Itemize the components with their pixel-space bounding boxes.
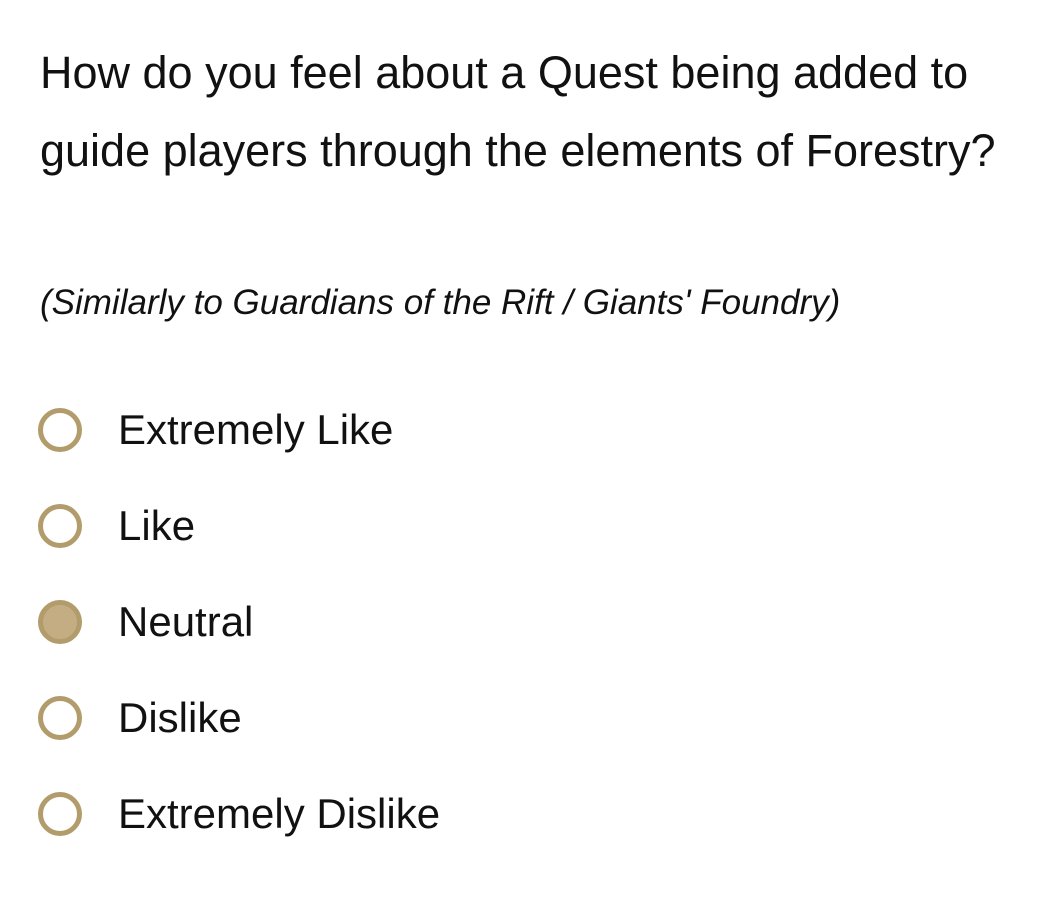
option-label: Neutral (118, 598, 254, 645)
option-like[interactable]: Like (38, 478, 440, 574)
question-text: How do you feel about a Quest being adde… (40, 47, 996, 176)
option-label: Extremely Dislike (118, 790, 441, 837)
option-dislike[interactable]: Dislike (38, 670, 440, 766)
option-extremely-like[interactable]: Extremely Like (38, 382, 440, 478)
radio-button[interactable] (38, 408, 82, 452)
option-label: Like (118, 502, 196, 549)
radio-button[interactable] (38, 504, 82, 548)
radio-button[interactable] (38, 600, 82, 644)
option-label: Dislike (118, 694, 242, 741)
option-label: Extremely Like (118, 406, 394, 453)
radio-button[interactable] (38, 696, 82, 740)
radio-button[interactable] (38, 792, 82, 836)
option-extremely-dislike[interactable]: Extremely Dislike (38, 766, 440, 862)
question-subtitle: (Similarly to Guardians of the Rift / Gi… (40, 283, 841, 322)
option-neutral[interactable]: Neutral (38, 574, 440, 670)
radio-group: Extremely Like Like Neutral Dislike Extr… (38, 382, 440, 862)
